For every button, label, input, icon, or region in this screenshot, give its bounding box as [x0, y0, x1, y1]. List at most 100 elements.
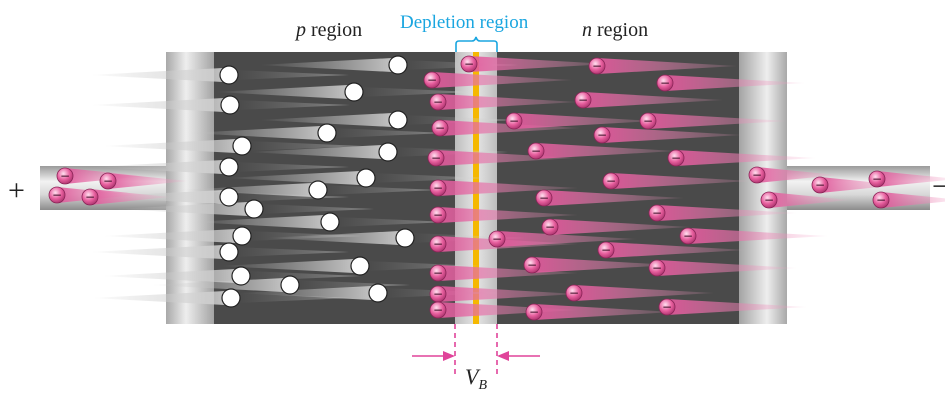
- electron-icon: −: [565, 284, 583, 302]
- hole-icon: [219, 242, 239, 262]
- electron-icon: −: [872, 191, 890, 209]
- n-region-label: n region: [582, 19, 648, 41]
- svg-text:−: −: [433, 266, 443, 280]
- electron-icon: −: [760, 191, 778, 209]
- svg-text:−: −: [683, 229, 693, 243]
- electron-icon: −: [535, 189, 553, 207]
- electron-icon: −: [488, 230, 506, 248]
- hole-icon: [232, 226, 252, 246]
- electron-icon: −: [648, 259, 666, 277]
- svg-text:−: −: [464, 57, 474, 71]
- electron-icon: −: [460, 55, 478, 73]
- svg-text:−: −: [597, 128, 607, 142]
- svg-text:−: −: [815, 178, 825, 192]
- svg-text:−: −: [433, 95, 443, 109]
- hole-icon: [244, 199, 264, 219]
- svg-text:−: −: [52, 188, 62, 202]
- svg-text:−: −: [876, 193, 886, 207]
- svg-text:−: −: [662, 300, 672, 314]
- electron-icon: −: [868, 170, 886, 188]
- hole-trails: [89, 58, 525, 305]
- hole-icon: [356, 168, 376, 188]
- hole-icon: [219, 157, 239, 177]
- electron-icon: −: [648, 204, 666, 222]
- hole-icon: [344, 82, 364, 102]
- svg-text:−: −: [660, 76, 670, 90]
- electron-icon: −: [597, 241, 615, 259]
- svg-text:−: −: [872, 172, 882, 186]
- electron-icon: −: [429, 285, 447, 303]
- electron-icon: −: [679, 227, 697, 245]
- hole-icon: [308, 180, 328, 200]
- electron-icon: −: [541, 218, 559, 236]
- electron-icon: −: [656, 74, 674, 92]
- svg-text:−: −: [752, 168, 762, 182]
- electron-icon: −: [593, 126, 611, 144]
- holes: [219, 55, 415, 308]
- hole-icon: [395, 228, 415, 248]
- hole-icon: [378, 142, 398, 162]
- right-contact: [737, 52, 787, 324]
- hole-icon: [219, 187, 239, 207]
- electron-icon: −: [423, 71, 441, 89]
- vb-label: VB: [465, 364, 487, 393]
- hole-icon: [388, 110, 408, 130]
- svg-text:−: −: [509, 114, 519, 128]
- electron-icon: −: [429, 235, 447, 253]
- vb-marker: [412, 324, 540, 376]
- svg-text:−: −: [433, 303, 443, 317]
- p-region-label: p region: [294, 19, 362, 41]
- electron-trails: [57, 56, 945, 320]
- svg-text:−: −: [433, 181, 443, 195]
- electron-icon: −: [429, 206, 447, 224]
- svg-text:−: −: [606, 174, 616, 188]
- electron-icon: −: [639, 112, 657, 130]
- electron-icon: −: [429, 264, 447, 282]
- svg-text:−: −: [764, 193, 774, 207]
- electron-icon: −: [658, 298, 676, 316]
- hole-icon: [220, 95, 240, 115]
- plus-terminal: +: [8, 174, 25, 207]
- hole-icon: [388, 55, 408, 75]
- svg-text:−: −: [578, 93, 588, 107]
- svg-text:−: −: [103, 174, 113, 188]
- hole-icon: [221, 288, 241, 308]
- electron-icon: −: [429, 179, 447, 197]
- svg-text:−: −: [492, 232, 502, 246]
- hole-icon: [232, 136, 252, 156]
- electrons: − − − − − − − − − − − − − − − − − − − − − − − − − − − − − − − − − − − − − − − −: [48, 55, 890, 321]
- hole-icon: [280, 275, 300, 295]
- electron-icon: −: [811, 176, 829, 194]
- electron-icon: −: [48, 186, 66, 204]
- electron-icon: −: [427, 149, 445, 167]
- electron-icon: −: [505, 112, 523, 130]
- electron-icon: −: [527, 142, 545, 160]
- svg-text:−: −: [527, 258, 537, 272]
- svg-text:−: −: [545, 220, 555, 234]
- electron-icon: −: [431, 119, 449, 137]
- svg-text:−: −: [85, 190, 95, 204]
- electron-icon: −: [429, 301, 447, 319]
- svg-text:−: −: [652, 261, 662, 275]
- svg-text:−: −: [427, 73, 437, 87]
- svg-text:−: −: [601, 243, 611, 257]
- svg-text:−: −: [433, 287, 443, 301]
- svg-text:−: −: [435, 121, 445, 135]
- hole-icon: [219, 65, 239, 85]
- electron-icon: −: [602, 172, 620, 190]
- svg-text:−: −: [643, 114, 653, 128]
- electron-icon: −: [99, 172, 117, 190]
- svg-text:−: −: [531, 144, 541, 158]
- electron-icon: −: [523, 256, 541, 274]
- electron-icon: −: [56, 167, 74, 185]
- svg-text:−: −: [60, 169, 70, 183]
- svg-text:−: −: [529, 305, 539, 319]
- electron-icon: −: [81, 188, 99, 206]
- hole-icon: [350, 256, 370, 276]
- minus-terminal: −: [932, 170, 945, 203]
- electron-icon: −: [748, 166, 766, 184]
- hole-icon: [231, 266, 251, 286]
- svg-text:−: −: [592, 59, 602, 73]
- svg-text:−: −: [433, 237, 443, 251]
